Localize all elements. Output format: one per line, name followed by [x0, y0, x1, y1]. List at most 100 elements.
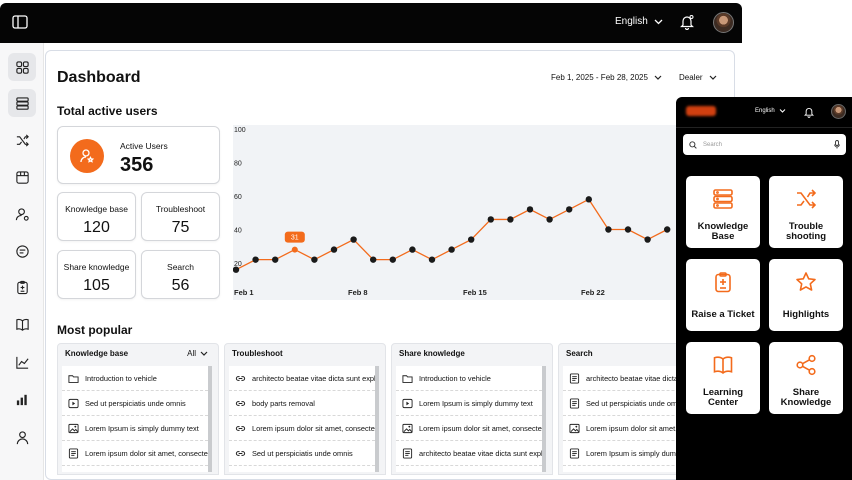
- folder-icon: [68, 374, 79, 383]
- data-point: [389, 256, 396, 263]
- bar-chart-icon: [16, 394, 27, 405]
- popular-table-share-knowledge: Share knowledge Introduction to vehicle L…: [391, 343, 553, 475]
- stat-value: 56: [171, 277, 190, 294]
- table-row[interactable]: Lorem Ipsum is simply dummy text: [62, 416, 208, 441]
- data-point: [428, 256, 436, 263]
- table-row[interactable]: Sed ut perspiciatis unde omnis: [563, 391, 709, 416]
- table-row[interactable]: body parts removal: [229, 391, 375, 416]
- sidebar-item-analytics[interactable]: [8, 385, 36, 413]
- tile-knowledge-base[interactable]: Knowledge Base: [686, 176, 760, 248]
- chat-icon: [15, 244, 29, 258]
- table-row[interactable]: Lorem Ipsum is simply dummy text: [563, 441, 709, 466]
- row-text: Lorem Ipsum is simply dummy text: [419, 398, 533, 408]
- data-point: [605, 226, 612, 233]
- tile-share-knowledge[interactable]: Share Knowledge: [769, 342, 843, 414]
- notification-bell-icon[interactable]: [680, 14, 694, 30]
- shuffle-icon: [16, 133, 29, 147]
- table-row[interactable]: Sed ut perspiciatis unde omnis: [229, 441, 375, 466]
- data-point: [291, 246, 298, 253]
- popular-table-knowledge-base: Knowledge base All Introduction to vehic…: [57, 343, 219, 475]
- sidebar-item-media[interactable]: [8, 163, 36, 191]
- user-avatar[interactable]: [831, 104, 846, 119]
- table-row[interactable]: Introduction to vehicle: [62, 366, 208, 391]
- data-point: [350, 236, 357, 243]
- tile-troubleshooting[interactable]: Trouble shooting: [769, 176, 843, 248]
- dealer-select[interactable]: Dealer: [679, 73, 717, 82]
- table-row[interactable]: architecto beatae vitae dicta sunt: [563, 366, 709, 391]
- line-chart: 100 80 60 40 20 Feb 1 Feb 8 Feb 15 Feb 22 31: [233, 127, 671, 297]
- table-row[interactable]: Introduction to vehicle: [396, 366, 542, 391]
- tile-label-line1: Knowledge: [697, 221, 749, 232]
- table-row[interactable]: Lorem ipsum dolor sit amet, consectetur: [229, 416, 375, 441]
- row-text: Lorem ipsum dolor sit amet, consectetur: [252, 423, 375, 433]
- chevron-down-icon: [709, 75, 717, 80]
- sidebar-item-users[interactable]: [8, 200, 36, 228]
- tile-label-line2: Base: [711, 231, 735, 242]
- mobile-search-input[interactable]: Search: [683, 134, 846, 155]
- tile-highlights[interactable]: Highlights: [769, 259, 843, 331]
- sidebar-item-troubleshoot[interactable]: [8, 126, 36, 154]
- user-settings-icon: [15, 207, 29, 221]
- user-avatar[interactable]: [713, 12, 734, 33]
- table-title: Search: [566, 348, 593, 358]
- table-header: Share knowledge: [392, 344, 552, 362]
- filter-label: All: [187, 348, 196, 358]
- user-icon: [16, 430, 28, 444]
- table-header: Knowledge base All: [58, 344, 218, 362]
- active-users-value: 356: [120, 154, 154, 176]
- table-row[interactable]: architecto beatae vitae dicta sunt expli: [396, 441, 542, 466]
- data-point: [272, 256, 279, 263]
- link-icon: [235, 400, 246, 406]
- date-range-label: Feb 1, 2025 - Feb 28, 2025: [551, 73, 648, 82]
- y-tick-label: 60: [234, 194, 242, 201]
- notification-bell-icon[interactable]: [804, 106, 814, 118]
- sidebar-item-trends[interactable]: [8, 348, 36, 376]
- microphone-icon[interactable]: [834, 140, 840, 149]
- stat-card-troubleshoot: Troubleshoot 75: [141, 192, 220, 241]
- clipboard-icon: [715, 272, 731, 293]
- data-point: [233, 266, 240, 273]
- sidebar-item-profile[interactable]: [8, 423, 36, 451]
- sidebar-item-knowledge-base[interactable]: [8, 89, 36, 117]
- data-point: [624, 226, 632, 233]
- table-row[interactable]: Sed ut perspiciatis unde omnis: [62, 391, 208, 416]
- sidebar-item-messages[interactable]: [8, 237, 36, 265]
- row-text: Introduction to vehicle: [85, 373, 157, 383]
- language-select[interactable]: English: [615, 16, 663, 27]
- database-icon: [713, 189, 733, 209]
- filter-select[interactable]: All: [187, 349, 208, 358]
- sidebar-item-dashboard[interactable]: [8, 53, 36, 81]
- mobile-language-select[interactable]: English: [755, 108, 786, 114]
- chevron-down-icon: [779, 109, 786, 113]
- dealer-label: Dealer: [679, 73, 703, 82]
- tile-label-line2: Knowledge: [780, 397, 832, 408]
- table-row[interactable]: Lorem ipsum dolor sit amet, consectetur: [396, 416, 542, 441]
- star-icon: [796, 272, 816, 291]
- tile-learning-center[interactable]: Learning Center: [686, 342, 760, 414]
- link-icon: [235, 425, 246, 431]
- table-row[interactable]: architecto beatae vitae dicta sunt expli…: [229, 366, 375, 391]
- shuffle-icon: [797, 189, 817, 209]
- mobile-app: English Search Knowledge Base Trouble sh…: [676, 97, 852, 480]
- stat-card-share-knowledge: Share knowledge 105: [57, 250, 136, 299]
- date-range-picker[interactable]: Feb 1, 2025 - Feb 28, 2025: [551, 73, 662, 82]
- image-icon: [402, 423, 413, 433]
- active-users-chart: 100 80 60 40 20 Feb 1 Feb 8 Feb 15 Feb 22 31: [233, 125, 688, 300]
- table-row[interactable]: Lorem ipsum dolor sit amet, consectetur: [62, 441, 208, 466]
- page-title: Dashboard: [57, 69, 141, 86]
- table-row[interactable]: Lorem ipsum dolor sit amet, consectetur: [563, 416, 709, 441]
- table-row[interactable]: Lorem Ipsum is simply dummy text: [396, 391, 542, 416]
- most-popular-title: Most popular: [57, 323, 133, 337]
- sidebar-toggle-icon[interactable]: [12, 15, 28, 29]
- sidebar-item-learning[interactable]: [8, 310, 36, 338]
- tile-label-line1: Highlights: [782, 309, 830, 320]
- tile-raise-ticket[interactable]: Raise a Ticket: [686, 259, 760, 331]
- document-icon: [569, 372, 580, 384]
- row-text: Sed ut perspiciatis unde omnis: [252, 448, 353, 458]
- stat-label: Share knowledge: [63, 262, 130, 272]
- x-tick-label: Feb 15: [463, 288, 487, 297]
- share-icon: [796, 354, 816, 376]
- document-icon: [569, 447, 580, 459]
- tile-label-line1: Learning: [702, 387, 744, 398]
- sidebar-item-tickets[interactable]: [8, 273, 36, 301]
